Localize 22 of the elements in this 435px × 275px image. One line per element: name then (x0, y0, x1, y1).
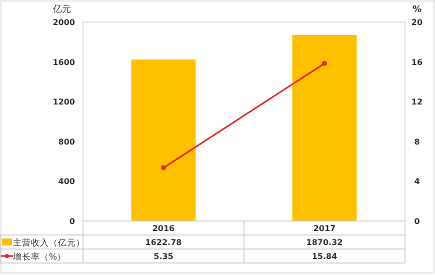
y-tick-label: 800 (58, 137, 76, 146)
y-tick-label: 0 (69, 217, 76, 226)
y-tick-label: 1600 (52, 58, 76, 67)
y2-tick-label: 16 (411, 58, 423, 67)
y-tick-label: 2000 (52, 18, 76, 27)
y2-axis-title: % (412, 5, 422, 15)
data-label: 1870.32 (306, 238, 343, 247)
y-axis-title: 亿元 (52, 4, 71, 15)
data-label: 1622.78 (145, 238, 182, 247)
data-label: 15.84 (312, 252, 338, 261)
y2-tick-label: 0 (414, 217, 420, 226)
y-tick-label: 1200 (52, 98, 76, 107)
legend-label: 增长率（%） (12, 252, 66, 262)
data-label: 5.35 (154, 252, 174, 261)
legend-label: 主营收入（亿元） (13, 238, 85, 248)
y2-tick-label: 4 (414, 177, 420, 186)
y2-tick-label: 12 (411, 98, 423, 107)
y2-tick-label: 8 (414, 137, 420, 146)
y-tick-label: 400 (58, 177, 76, 186)
y2-tick-label: 20 (411, 18, 423, 27)
x-tick-label: 2017 (313, 224, 336, 233)
x-tick-label: 2016 (152, 224, 176, 233)
